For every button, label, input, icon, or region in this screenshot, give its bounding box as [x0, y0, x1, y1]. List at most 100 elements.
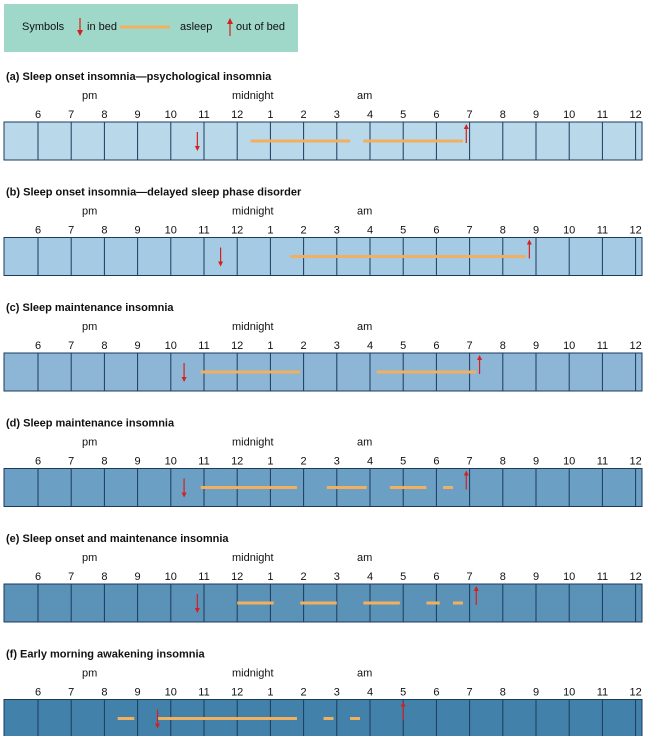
tick-label: 6 — [35, 340, 41, 352]
tick-label: 12 — [231, 686, 243, 698]
tick-label: 5 — [400, 686, 406, 698]
tick-label: 7 — [68, 340, 74, 352]
asleep-segment — [200, 370, 301, 374]
tick-label: 4 — [367, 340, 373, 352]
period-label: pm — [82, 90, 97, 102]
tick-label: 6 — [433, 686, 439, 698]
tick-label: 9 — [533, 455, 539, 467]
tick-label: 5 — [400, 109, 406, 121]
panel-title: (c) Sleep maintenance insomnia — [6, 302, 174, 314]
asleep-segment — [323, 717, 334, 720]
asleep-segment — [200, 486, 297, 489]
tick-label: 3 — [334, 455, 340, 467]
tick-label: 11 — [597, 571, 608, 583]
tick-label: 9 — [135, 340, 141, 352]
tick-label: 6 — [433, 571, 439, 583]
tick-label: 6 — [35, 571, 41, 583]
tick-label: 9 — [135, 109, 141, 121]
legend-title: Symbols — [22, 21, 65, 33]
in-bed-arrow — [181, 478, 187, 498]
tick-label: 12 — [629, 455, 641, 467]
tick-label: 2 — [301, 455, 307, 467]
tick-label: 8 — [500, 686, 506, 698]
tick-label: 10 — [165, 109, 177, 121]
legend-in-bed-head — [77, 30, 83, 36]
asleep-segment — [350, 717, 361, 720]
tick-label: 11 — [597, 455, 608, 467]
period-label: am — [357, 205, 372, 217]
tick-label: 9 — [135, 686, 141, 698]
period-label: midnight — [232, 436, 274, 448]
tick-label: 5 — [400, 340, 406, 352]
tick-label: 12 — [629, 686, 641, 698]
tick-label: 7 — [467, 340, 473, 352]
panel-title: (a) Sleep onset insomnia—psychological i… — [6, 71, 272, 83]
tick-label: 7 — [68, 224, 74, 236]
asleep-segment — [389, 486, 427, 489]
tick-label: 11 — [198, 455, 209, 467]
period-label: pm — [82, 552, 97, 564]
tick-label: 9 — [135, 571, 141, 583]
tick-label: 1 — [267, 686, 273, 698]
tick-label: 10 — [563, 455, 575, 467]
tick-label: 8 — [500, 340, 506, 352]
period-label: pm — [82, 321, 97, 333]
period-label: midnight — [232, 90, 274, 102]
tick-label: 4 — [367, 571, 373, 583]
tick-label: 2 — [301, 571, 307, 583]
out-of-bed-arrow-part — [477, 355, 483, 360]
legend-out-head — [227, 18, 233, 24]
tick-label: 12 — [231, 109, 243, 121]
period-label: am — [357, 90, 372, 102]
tick-label: 6 — [433, 455, 439, 467]
out-of-bed-arrow-part — [463, 124, 469, 129]
in-bed-arrow-part — [181, 492, 187, 498]
legend-asleep: asleep — [180, 21, 212, 33]
in-bed-arrow-part — [194, 608, 200, 613]
in-bed-arrow-part — [181, 377, 187, 382]
tick-label: 11 — [597, 109, 608, 121]
tick-label: 10 — [563, 571, 575, 583]
asleep-segment — [363, 601, 400, 605]
tick-label: 10 — [563, 109, 575, 121]
tick-label: 4 — [367, 686, 373, 698]
tick-label: 8 — [101, 224, 107, 236]
tick-label: 8 — [500, 224, 506, 236]
period-label: am — [357, 552, 372, 564]
period-label: pm — [82, 205, 97, 217]
tick-label: 12 — [231, 224, 243, 236]
tick-label: 5 — [400, 224, 406, 236]
tick-label: 6 — [433, 224, 439, 236]
tick-label: 8 — [101, 686, 107, 698]
out-of-bed-arrow — [477, 355, 483, 374]
tick-label: 6 — [35, 109, 41, 121]
tick-label: 6 — [433, 340, 439, 352]
tick-label: 1 — [267, 340, 273, 352]
asleep-segment — [157, 717, 297, 720]
asleep-segment — [363, 139, 463, 143]
tick-label: 9 — [135, 455, 141, 467]
tick-label: 12 — [629, 224, 641, 236]
tick-label: 3 — [334, 571, 340, 583]
out-of-bed-arrow — [473, 586, 479, 605]
tick-label: 7 — [467, 455, 473, 467]
legend-in-bed: in bed — [87, 21, 117, 33]
period-label: midnight — [232, 552, 274, 564]
panel-title: (b) Sleep onset insomnia—delayed sleep p… — [6, 186, 302, 198]
period-label: midnight — [232, 205, 274, 217]
tick-label: 11 — [198, 686, 209, 698]
tick-label: 4 — [367, 224, 373, 236]
asleep-segment — [250, 139, 351, 143]
period-label: am — [357, 667, 372, 679]
tick-label: 9 — [533, 571, 539, 583]
in-bed-arrow-part — [194, 146, 200, 151]
tick-label: 12 — [231, 571, 243, 583]
out-of-bed-arrow-part — [463, 470, 469, 476]
period-label: midnight — [232, 321, 274, 333]
asleep-segment — [326, 486, 367, 489]
tick-label: 3 — [334, 340, 340, 352]
period-label: pm — [82, 667, 97, 679]
asleep-segment — [376, 370, 477, 374]
panel-title: (d) Sleep maintenance insomnia — [6, 417, 175, 429]
in-bed-arrow — [155, 709, 161, 729]
